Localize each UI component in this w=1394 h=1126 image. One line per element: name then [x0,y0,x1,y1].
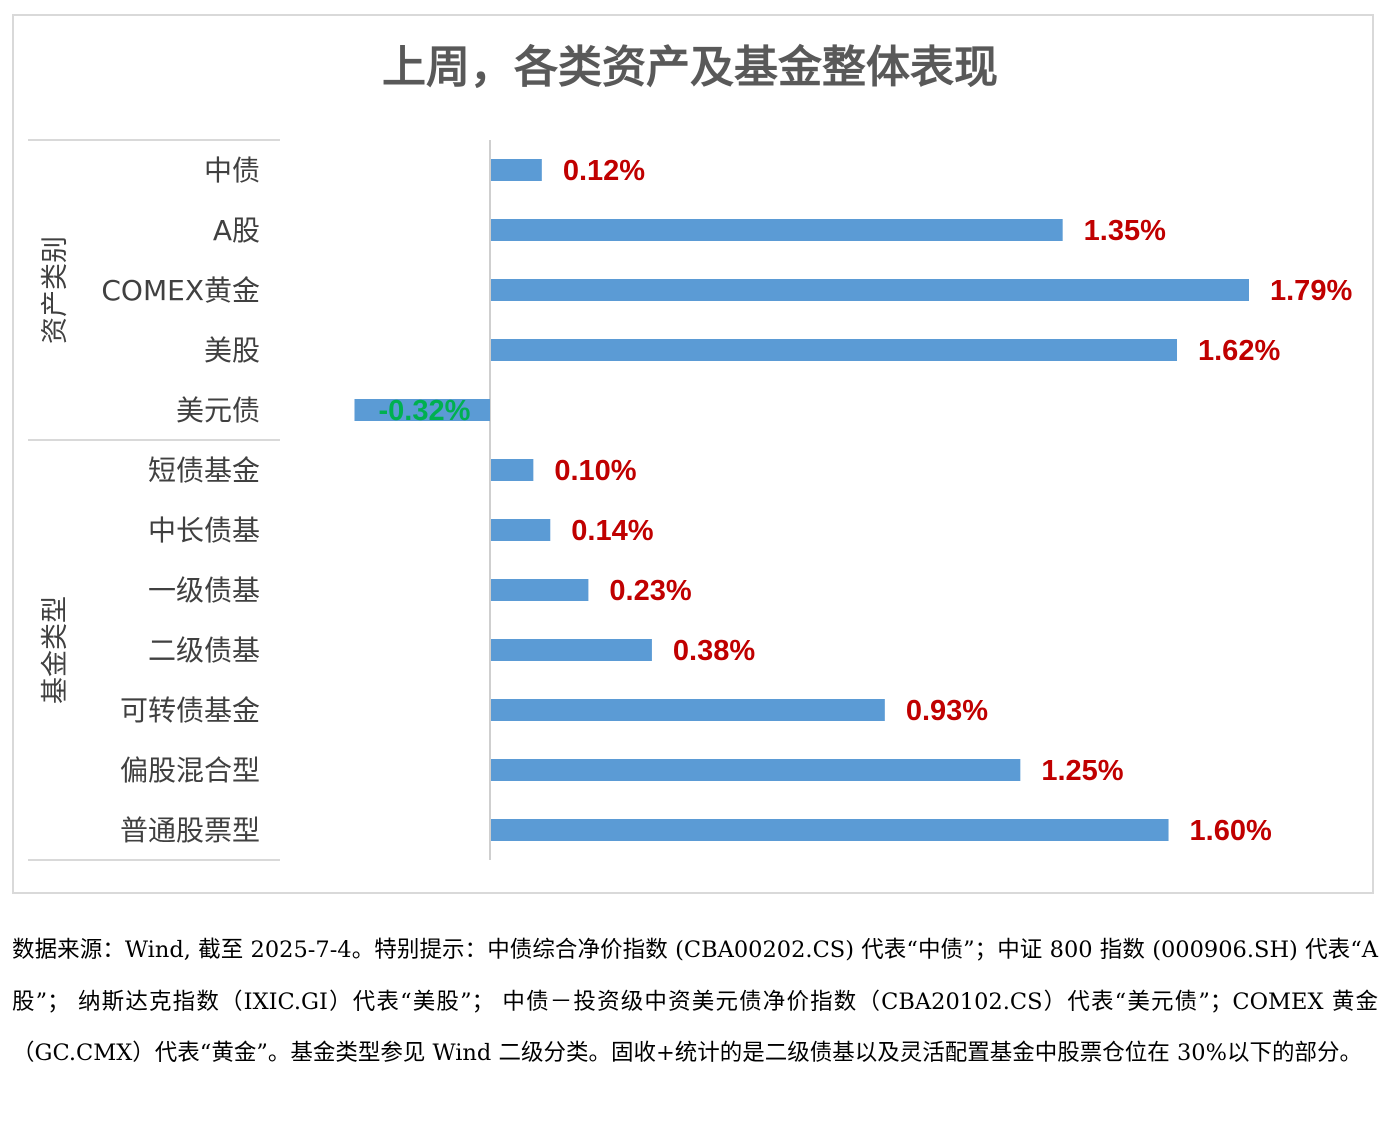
bar [491,159,542,181]
category-label: 普通股票型 [120,814,260,847]
bar [491,639,652,661]
bar [491,279,1249,301]
chart-title: 上周，各类资产及基金整体表现 [382,42,998,93]
category-label: 一级债基 [148,574,260,607]
bar [491,699,885,721]
value-label: 0.14% [571,515,653,547]
bar [354,399,490,421]
value-label: 0.23% [609,575,691,607]
category-label: 偏股混合型 [120,754,260,787]
bar [491,519,551,541]
value-label: 0.10% [554,455,636,487]
value-label: 0.93% [906,695,988,727]
value-label: 0.38% [673,635,755,667]
category-label: 短债基金 [148,454,260,487]
value-label: 0.12% [563,155,645,187]
value-label: 1.79% [1270,275,1352,307]
chart-frame [12,14,1374,894]
category-label: 可转债基金 [120,694,260,727]
group-label-1: 资产类别 [40,236,71,344]
footnote: 数据来源：Wind, 截至 2025-7-4。特别提示：中债综合净价指数 (CB… [12,937,1378,1066]
bar [491,579,589,601]
bar [491,219,1063,241]
bar [491,759,1021,781]
category-label: COMEX黄金 [101,274,260,307]
bar [491,339,1178,361]
group-label-2: 基金类型 [40,596,71,704]
category-label: 中债 [204,154,260,187]
value-label: -0.32% [378,395,470,427]
category-label: A股 [213,214,260,247]
value-label: 1.35% [1084,215,1166,247]
category-label: 美元债 [176,394,260,427]
bar [491,459,534,481]
value-label: 1.25% [1041,755,1123,787]
category-label: 美股 [204,334,260,367]
category-label: 中长债基 [148,514,260,547]
value-label: 1.60% [1190,815,1272,847]
category-label: 二级债基 [148,634,260,667]
value-label: 1.62% [1198,335,1280,367]
bar [491,819,1169,841]
